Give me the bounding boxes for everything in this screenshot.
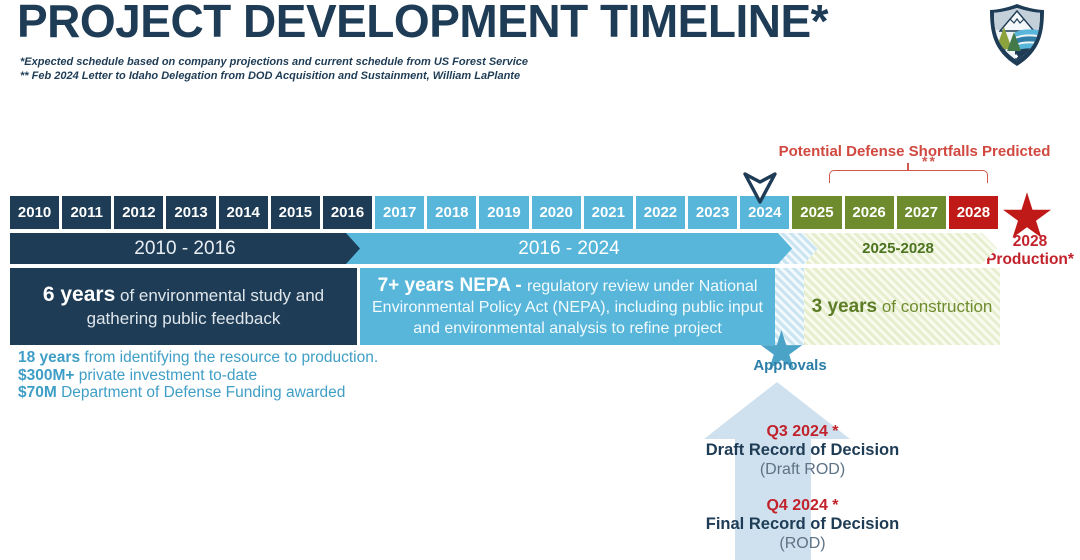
band-study-text: of environmental study and gathering pub… [86,286,325,328]
timeline-year-row: 2010 2011 2012 2013 2014 2015 2016 2017 … [10,196,998,229]
production-label: 2028 Production* [980,233,1080,269]
year-cell: 2020 [531,196,581,229]
year-cell: 2015 [270,196,320,229]
key-stats: 18 years from identifying the resource t… [18,349,378,402]
stat-line: 18 years from identifying the resource t… [18,349,378,367]
defense-shortfall-bracket-tick [907,163,909,171]
band-construction: 3 years of construction [804,268,1000,345]
production-text: Production* [986,251,1074,268]
defense-shortfall-asterisks: ** [922,153,937,169]
year-cell: 2024 [740,196,790,229]
stat-value: $300M+ [18,366,75,384]
stat-value: $70M [18,384,57,401]
milestone: Q4 2024 * Final Record of Decision (ROD) [655,496,950,553]
year-cell: 2016 [322,196,373,229]
band-environmental-study: 6 years of environmental study and gathe… [10,268,357,345]
stat-line: $300M+ private investment to-date [18,367,378,385]
year-cell: 2013 [166,196,216,229]
phase-arrow-study: 2010 - 2016 [10,233,360,264]
year-cell: 2028 [948,196,998,229]
milestone: Q3 2024 * Draft Record of Decision (Draf… [655,422,950,479]
approvals-star-icon [760,330,803,371]
milestone-subtitle: (Draft ROD) [759,461,846,478]
year-cell: 2027 [896,196,946,229]
milestone-title: Final Record of Decision [705,515,900,533]
defense-shortfall-label: Potential Defense Shortfalls Predicted [778,143,1051,160]
stat-description: from identifying the resource to product… [80,349,379,366]
milestone-subtitle: (ROD) [779,535,826,552]
band-nepa-text: regulatory review under National Environ… [372,277,763,337]
year-cell: 2023 [688,196,738,229]
footnote-1: *Expected schedule based on company proj… [20,56,528,68]
rod-milestones: Q3 2024 * Draft Record of Decision (Draf… [655,422,950,553]
year-cell: 2014 [218,196,268,229]
stat-description: Department of Defense Funding awarded [56,384,346,401]
year-cell: 2026 [844,196,894,229]
approvals-label: Approvals [753,357,827,374]
year-cell: 2011 [62,196,112,229]
year-cell: 2012 [114,196,164,229]
current-position-marker-icon [741,170,779,206]
footnotes: *Expected schedule based on company proj… [20,56,528,83]
band-construction-text: of construction [877,296,993,316]
band-nepa-bold: 7+ years NEPA - [377,274,528,296]
phase-arrow-nepa: 2016 - 2024 [346,233,792,264]
year-cell: 2025 [792,196,842,229]
year-cell: 2010 [10,196,60,229]
page-title: PROJECT DEVELOPMENT TIMELINE* [17,0,829,47]
milestone-date: Q3 2024 * [766,423,839,440]
milestone-up-arrow-shaft [735,437,811,560]
milestone-date: Q4 2024 * [766,497,839,514]
band-study-bold: 6 years [42,283,116,306]
year-cell: 2017 [375,196,425,229]
band-nepa-review: 7+ years NEPA - regulatory review under … [360,268,775,345]
production-year: 2028 [1012,233,1048,250]
stat-line: $70M Department of Defense Funding award… [18,384,378,402]
year-cell: 2018 [427,196,477,229]
production-star-icon [1002,192,1052,240]
footnote-2: ** Feb 2024 Letter to Idaho Delegation f… [20,69,521,82]
phase-arrow-construction: 2025-2028 [799,233,997,264]
milestone-title: Draft Record of Decision [705,441,900,459]
defense-shortfall-bracket [829,170,988,183]
stat-value: 18 years [18,349,81,366]
stat-description: private investment to-date [74,366,258,384]
band-construction-bold: 3 years [811,295,878,317]
year-cell: 2019 [479,196,529,229]
mountain-shield-logo-icon [988,3,1046,67]
band-transition-hatch [775,268,804,345]
year-cell: 2021 [583,196,633,229]
year-cell: 2022 [635,196,686,229]
